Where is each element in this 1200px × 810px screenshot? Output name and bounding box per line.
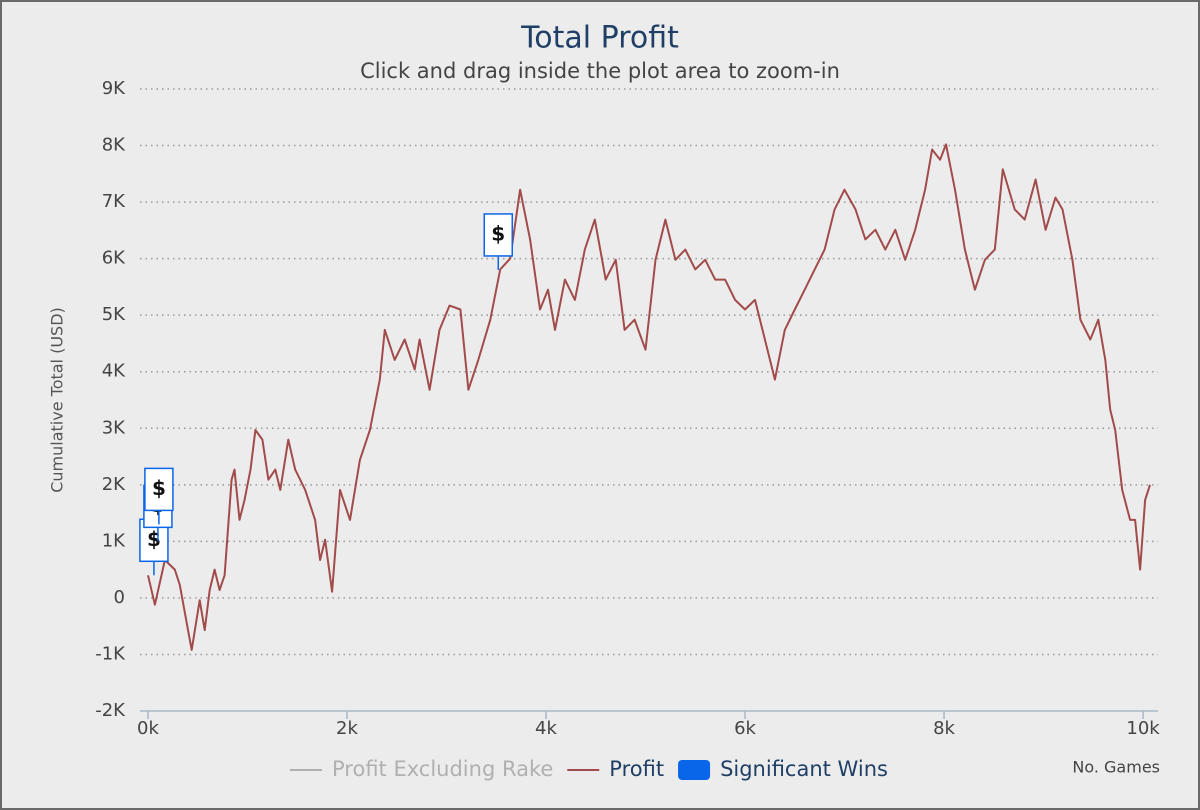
flag-label: $ xyxy=(491,221,505,245)
y-tick-label: -1K xyxy=(95,643,126,664)
chart-subtitle: Click and drag inside the plot area to z… xyxy=(360,59,840,83)
x-tick-label: 10k xyxy=(1126,718,1160,739)
flag-box xyxy=(144,467,174,512)
y-tick-label: 1K xyxy=(102,530,126,551)
y-axis-label: Cumulative Total (USD) xyxy=(48,307,67,493)
x-tick-label: 8k xyxy=(933,718,955,739)
y-tick-label: 4K xyxy=(102,361,126,382)
legend-symbol xyxy=(678,760,711,780)
y-tick-label: 8K xyxy=(102,135,126,156)
chart-title: Total Profit xyxy=(520,21,679,56)
y-tick-label: 6K xyxy=(102,248,126,269)
profit-line xyxy=(147,143,1151,651)
flag: $ xyxy=(144,467,174,525)
x-tick-label: 0k xyxy=(137,718,159,739)
y-tick-label: 7K xyxy=(102,191,126,212)
flag-box xyxy=(483,213,513,257)
y-tick-label: 9K xyxy=(102,78,126,99)
flag-label: $ xyxy=(152,476,166,500)
y-tick-label: 0 xyxy=(114,587,125,608)
legend-label: Profit xyxy=(609,757,664,781)
legend-label: Significant Wins xyxy=(720,757,888,781)
flag-label: $ xyxy=(147,527,161,551)
x-axis-label: No. Games xyxy=(1072,758,1160,777)
legend-label: Profit Excluding Rake xyxy=(332,757,553,781)
x-tick-label: 4k xyxy=(535,718,557,739)
y-tick-label: 3K xyxy=(102,417,126,438)
y-tick-label: -2K xyxy=(95,700,126,721)
y-tick-label: 5K xyxy=(102,304,126,325)
x-tick-label: 6k xyxy=(734,718,756,739)
x-tick-label: 2k xyxy=(336,718,358,739)
y-tick-label: 2K xyxy=(102,474,126,495)
flag: $ xyxy=(483,213,513,270)
